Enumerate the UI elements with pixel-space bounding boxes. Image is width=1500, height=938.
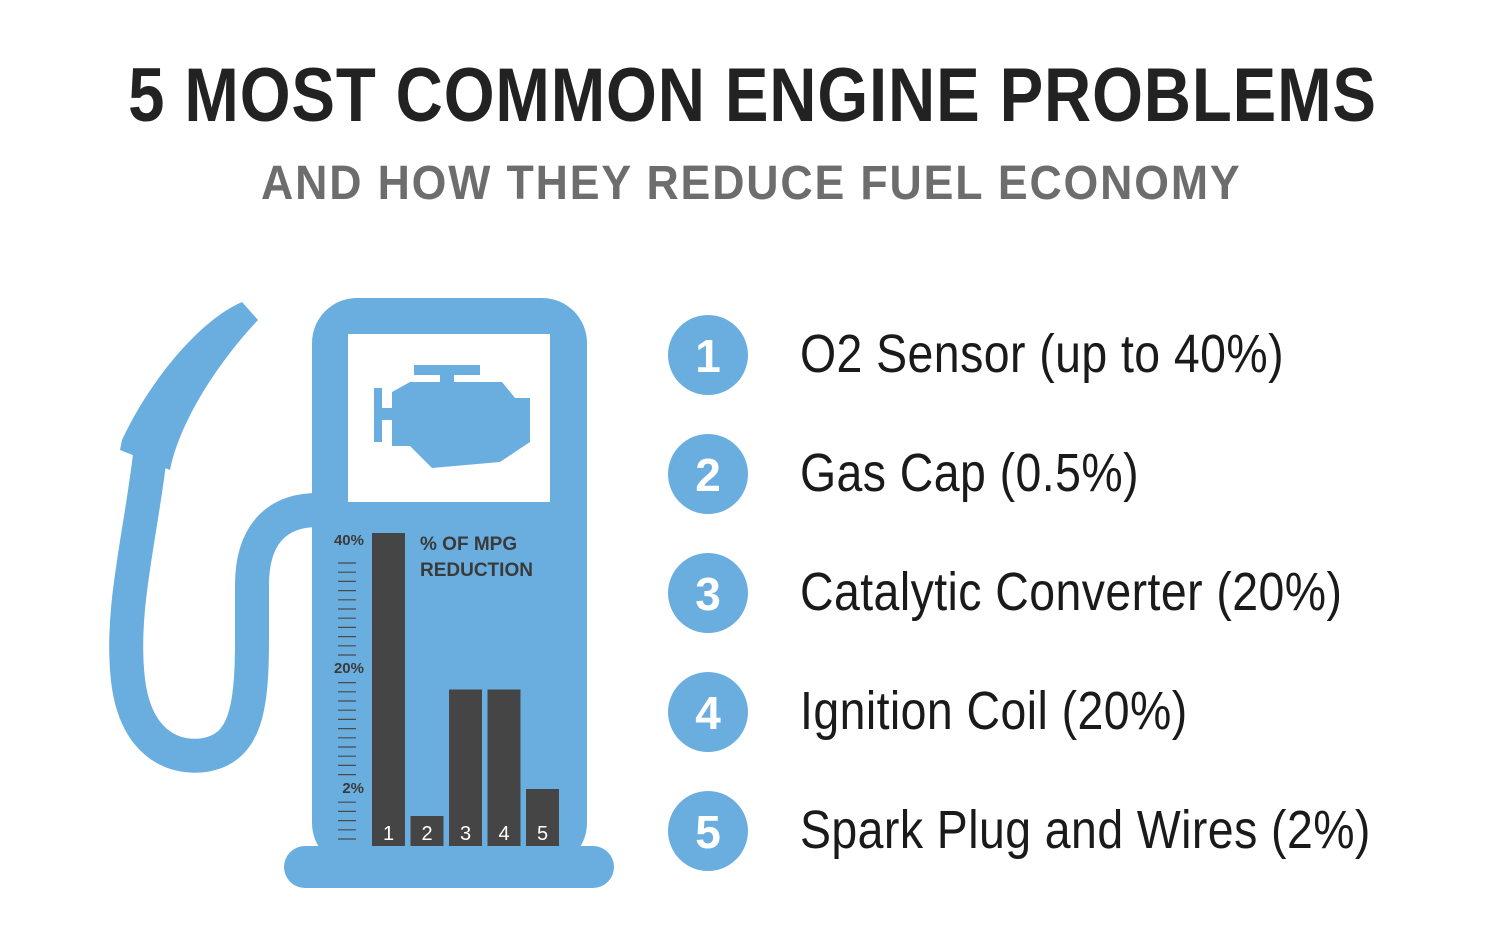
legend-item: 3 Catalytic Converter (20%) — [668, 553, 1488, 633]
y-tick-label: 40% — [334, 532, 364, 549]
legend-item: 1 O2 Sensor (up to 40%) — [668, 315, 1488, 395]
legend-item: 5 Spark Plug and Wires (2%) — [668, 791, 1488, 871]
bar-label: 3 — [460, 823, 471, 845]
engine-icon — [374, 365, 530, 468]
bar-2 — [410, 816, 444, 846]
number-badge: 3 — [668, 553, 748, 633]
problem-label: Gas Cap (0.5%) — [800, 443, 1139, 503]
chart-title-line-2: REDUCTION — [420, 560, 533, 581]
problem-label: Catalytic Converter (20%) — [800, 562, 1343, 622]
hose — [109, 438, 335, 773]
chart-title-line-1: % OF MPG — [420, 534, 517, 555]
nozzle-handle — [120, 302, 258, 470]
bar-1 — [372, 533, 405, 846]
number-badge: 1 — [668, 315, 748, 395]
bar-5 — [526, 789, 559, 846]
legend-item: 4 Ignition Coil (20%) — [668, 672, 1488, 752]
bar-label: 5 — [537, 823, 548, 845]
bar-label: 4 — [498, 823, 509, 845]
number-badge: 4 — [668, 672, 748, 752]
number-badge: 5 — [668, 791, 748, 871]
page-subtitle: AND HOW THEY REDUCE FUEL ECONOMY — [261, 157, 1242, 210]
bar-series: 1 2 3 4 5 — [372, 533, 559, 846]
legend-item: 2 Gas Cap (0.5%) — [668, 434, 1488, 514]
bar-label: 1 — [383, 823, 394, 845]
number-badge: 2 — [668, 434, 748, 514]
bar-3 — [449, 689, 482, 846]
page-title: 5 MOST COMMON ENGINE PROBLEMS — [128, 53, 1377, 138]
y-tick-label: 2% — [342, 780, 364, 797]
problem-label: Spark Plug and Wires (2%) — [800, 800, 1371, 860]
problem-label: O2 Sensor (up to 40%) — [800, 324, 1285, 384]
y-tick-label: 20% — [334, 660, 364, 677]
bar-label: 2 — [421, 823, 432, 845]
y-axis-ticks: 40% 20% 2% — [334, 532, 364, 840]
bar-4 — [487, 689, 521, 846]
problem-label: Ignition Coil (20%) — [800, 681, 1188, 741]
pump-base — [284, 846, 614, 888]
